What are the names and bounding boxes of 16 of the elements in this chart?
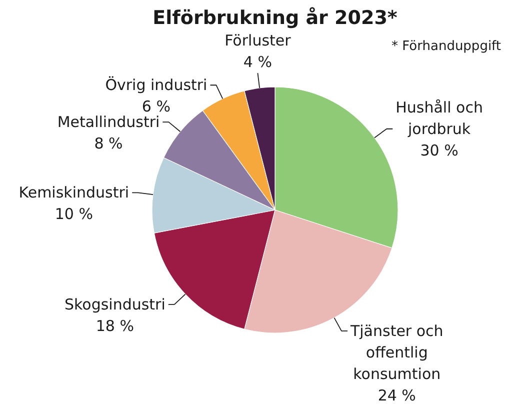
slice-label: Kemiskindustri — [18, 184, 130, 202]
slice-label: Övrig industri — [105, 76, 208, 94]
slice-label: Förluster — [224, 32, 292, 50]
data-label: 10 % — [54, 205, 93, 224]
data-label: 4 % — [243, 53, 272, 72]
slice-label: Tjänster och offentlig konsumtion — [349, 322, 444, 383]
slice-label: Hushåll och jordbruk — [396, 98, 483, 138]
data-label: 6 % — [142, 98, 171, 116]
text: * Förhanduppgift — [392, 39, 501, 54]
chart-title: Elförbrukning år 2023* — [152, 7, 398, 29]
slice-label: Skogsindustri — [64, 295, 166, 314]
data-label: 24 % — [378, 386, 416, 404]
data-label: 18 % — [96, 316, 134, 335]
data-label: 30 % — [420, 141, 458, 160]
slice-label: Metallindustri — [57, 113, 160, 132]
data-label: 8 % — [94, 134, 123, 153]
